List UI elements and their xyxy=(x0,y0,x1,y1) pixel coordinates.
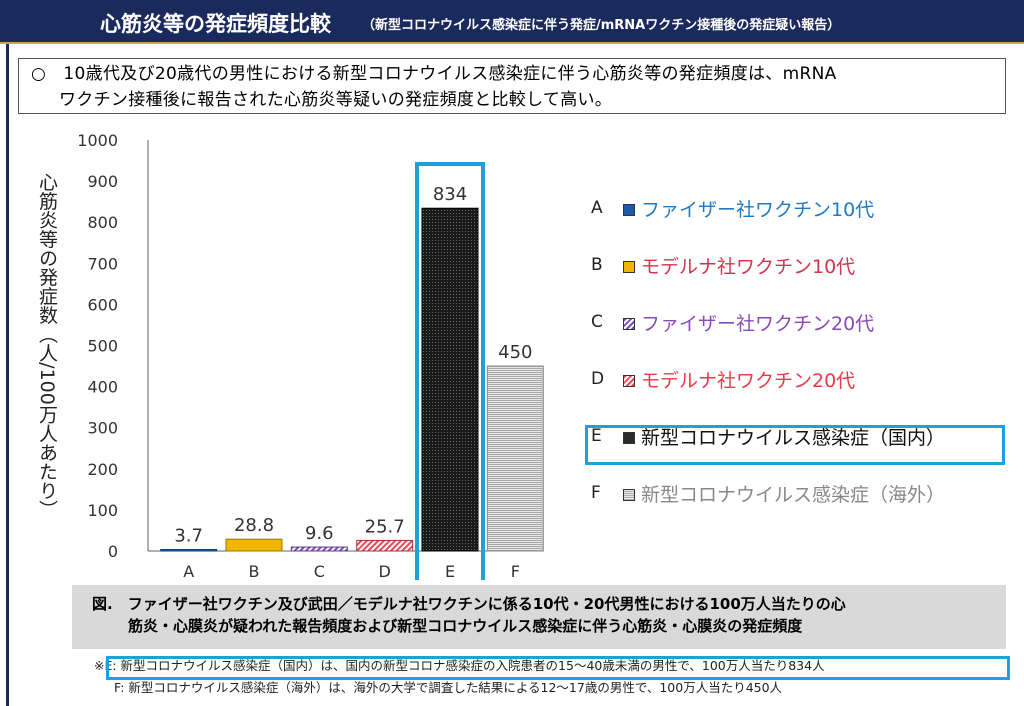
legend-letter: E xyxy=(591,426,602,446)
x-tick-label-e: E xyxy=(445,562,455,580)
y-tick-label: 700 xyxy=(87,254,118,273)
legend-letter: F xyxy=(591,483,601,503)
bar-c xyxy=(290,546,348,552)
summary-line-1: ○ 10歳代及び20歳代の男性における新型コロナウイルス感染症に伴う心筋炎等の発… xyxy=(31,64,837,84)
caption-line-1: 図. ファイザー社ワクチン及び武田／モデルナ社ワクチンに係る10代・20代男性に… xyxy=(92,595,846,613)
legend-label: モデルナ社ワクチン20代 xyxy=(641,370,856,392)
footnotes: ※E: 新型コロナウイルス感染症（国内）は、国内の新型コロナ感染症の入院患者の1… xyxy=(94,655,825,699)
legend-letter: D xyxy=(591,369,605,389)
bar-a xyxy=(160,548,218,552)
bar-d xyxy=(356,539,414,552)
legend-label: 新型コロナウイルス感染症（海外） xyxy=(641,484,946,506)
legend-swatch xyxy=(623,489,635,501)
x-tick-label-b: B xyxy=(249,562,260,580)
legend-swatch xyxy=(623,204,635,216)
figure-caption: 図. ファイザー社ワクチン及び武田／モデルナ社ワクチンに係る10代・20代男性に… xyxy=(72,585,1006,649)
x-tick-label-c: C xyxy=(314,562,325,580)
y-axis-label: 心筋炎等の発症数（人/100万人あたり） xyxy=(36,172,58,519)
x-axis-labels: A B C D E F xyxy=(183,562,520,580)
legend-letter: C xyxy=(591,312,603,332)
summary-line-2: ワクチン接種後に報告された心筋炎等疑いの発症頻度と比較して高い。 xyxy=(59,90,613,110)
legend-swatch xyxy=(623,261,635,273)
caption-line-2: 筋炎・心膜炎が疑われた報告頻度および新型コロナウイルス感染症に伴う心筋炎・心膜炎… xyxy=(128,617,803,635)
legend-label: 新型コロナウイルス感染症（国内） xyxy=(641,427,946,449)
value-label-f: 450 xyxy=(498,342,532,363)
value-label-c: 9.6 xyxy=(305,523,334,544)
footnote-f: F: 新型コロナウイルス感染症（海外）は、海外の大学で調査した結果による12～1… xyxy=(114,680,783,695)
legend-letter: A xyxy=(591,198,603,218)
bar-chart: 0 100 200 300 400 500 600 700 800 900 1000 心筋炎等の発症… xyxy=(36,131,544,580)
legend-swatch xyxy=(623,375,635,387)
value-label-b: 28.8 xyxy=(234,515,274,536)
y-tick-label: 100 xyxy=(87,501,118,520)
legend-swatch xyxy=(623,318,635,330)
value-label-a: 3.7 xyxy=(174,525,203,546)
value-label-d: 25.7 xyxy=(365,516,405,537)
legend-label: モデルナ社ワクチン10代 xyxy=(641,256,856,278)
y-tick-label: 0 xyxy=(108,542,118,561)
y-tick-label: 500 xyxy=(87,337,118,356)
y-tick-label: 900 xyxy=(87,172,118,191)
bar-e xyxy=(421,207,479,552)
left-rule xyxy=(6,44,9,706)
bars: 3.7 28.8 9.6 25.7 834 450 xyxy=(160,184,544,552)
footnote-e: ※E: 新型コロナウイルス感染症（国内）は、国内の新型コロナ感染症の入院患者の1… xyxy=(94,658,825,673)
page-title: 心筋炎等の発症頻度比較 xyxy=(100,12,331,36)
y-tick-label: 1000 xyxy=(77,131,118,150)
footnote-highlight-box xyxy=(106,656,1010,680)
bar-b xyxy=(225,538,283,552)
legend-label: ファイザー社ワクチン10代 xyxy=(641,199,875,221)
y-tick-label: 400 xyxy=(87,378,118,397)
y-tick-label: 200 xyxy=(87,460,118,479)
y-tick-label: 600 xyxy=(87,295,118,314)
highlight-box-e xyxy=(415,162,485,580)
y-axis-title: 心筋炎等の発症数（人/100万人あたり） xyxy=(36,172,58,519)
y-axis-ticks: 0 100 200 300 400 500 600 700 800 900 1000 xyxy=(77,131,118,561)
x-tick-label-a: A xyxy=(183,562,194,580)
page-subtitle: （新型コロナウイルス感染症に伴う発症/mRNAワクチン接種後の発症疑い報告） xyxy=(362,18,841,33)
x-tick-label-f: F xyxy=(511,562,520,580)
legend-highlight-box xyxy=(585,425,1005,465)
page-header: 心筋炎等の発症頻度比較 （新型コロナウイルス感染症に伴う発症/mRNAワクチン接… xyxy=(0,0,1024,44)
legend-letter: B xyxy=(591,255,603,275)
y-tick-label: 300 xyxy=(87,419,118,438)
summary-box: ○ 10歳代及び20歳代の男性における新型コロナウイルス感染症に伴う心筋炎等の発… xyxy=(18,58,1006,114)
legend-label: ファイザー社ワクチン20代 xyxy=(641,313,875,335)
legend-swatch xyxy=(623,432,635,444)
y-tick-label: 800 xyxy=(87,213,118,232)
x-tick-label-d: D xyxy=(379,562,391,580)
bar-f xyxy=(486,365,544,552)
value-label-e: 834 xyxy=(433,184,467,205)
